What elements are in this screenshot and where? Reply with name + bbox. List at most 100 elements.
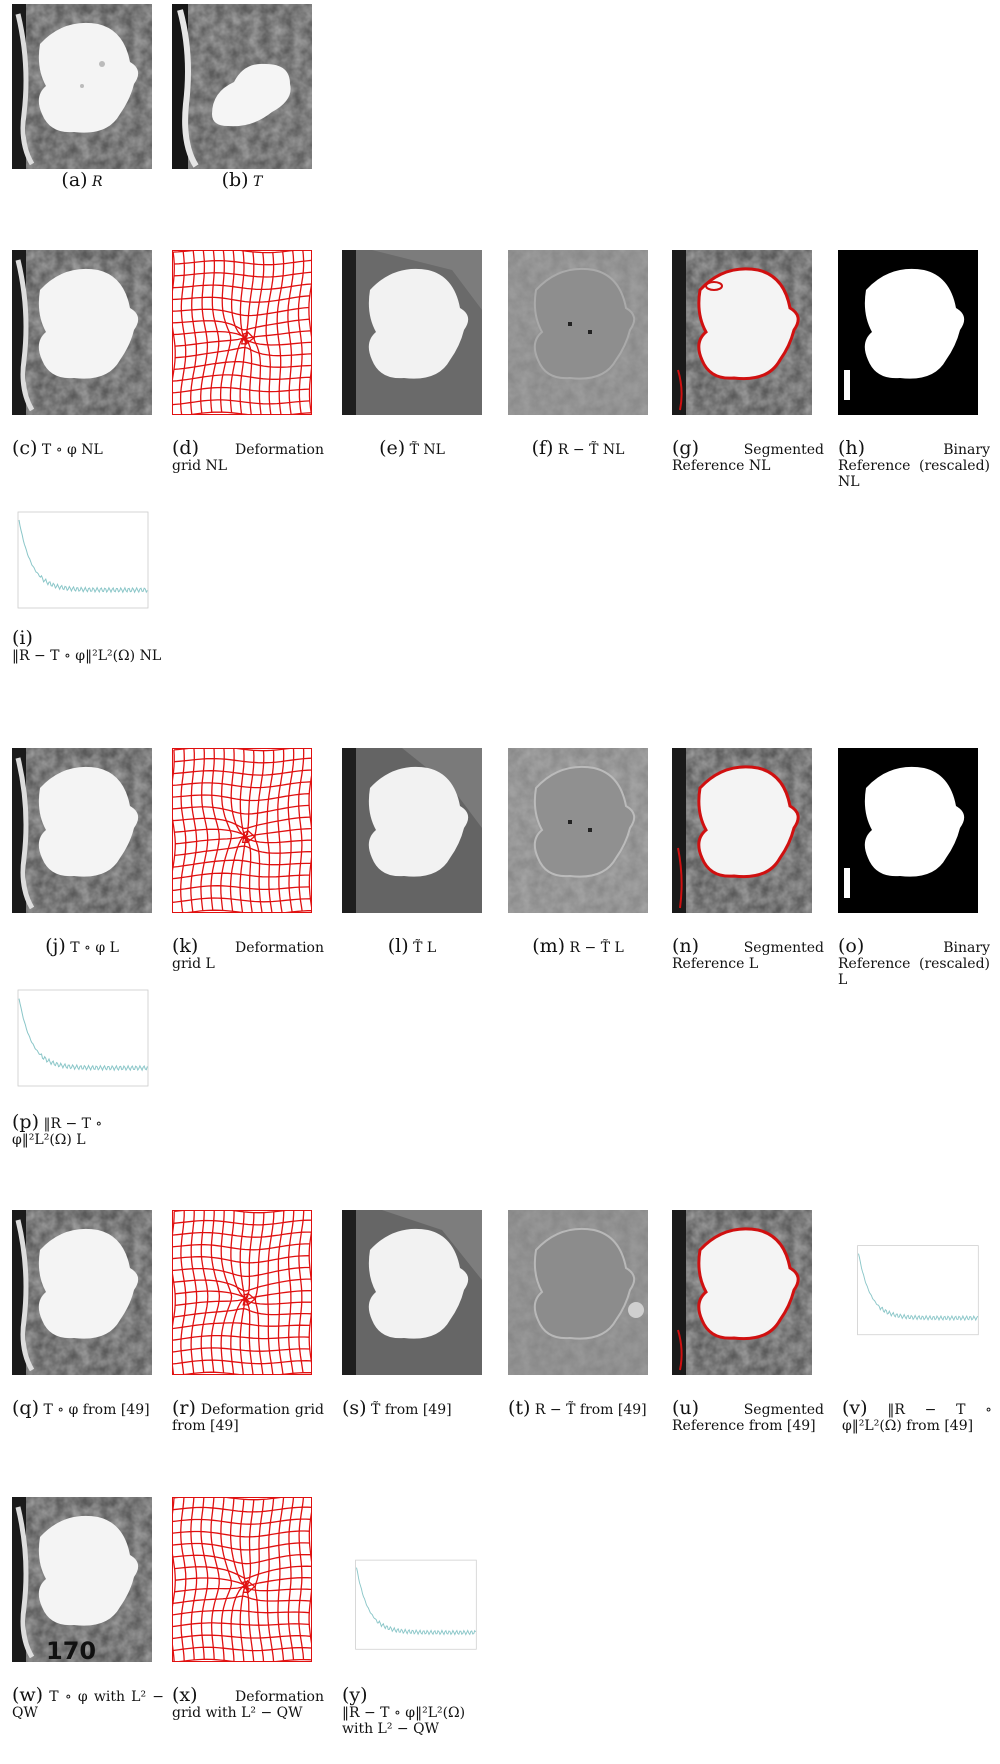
- caption-e: (e) T̃ NL: [379, 437, 445, 459]
- grid-line: [179, 909, 312, 913]
- grid-line: [254, 1499, 265, 1662]
- grid-line: [173, 1308, 312, 1318]
- grid-line: [277, 749, 285, 913]
- segmented-template-image: [342, 250, 482, 415]
- segmented-reference-image: [672, 250, 812, 415]
- grid-line: [276, 251, 285, 415]
- grid-line: [253, 252, 265, 415]
- grid-line: [175, 346, 312, 359]
- grid-line: [287, 1210, 295, 1374]
- grid-line: [308, 768, 312, 911]
- grid-line: [175, 1293, 312, 1307]
- caption-s: (s) T̃ from [49]: [342, 1397, 452, 1419]
- caption-b: (b) T: [221, 169, 263, 191]
- caption-l: (l) T̃ L: [387, 935, 437, 957]
- grid-line: [172, 1595, 311, 1605]
- grid-line: [308, 277, 312, 413]
- grid-line: [254, 750, 265, 913]
- grid-line: [172, 1334, 310, 1341]
- grid-line: [174, 332, 312, 347]
- warped-template-image: [12, 250, 152, 415]
- grid-line: [298, 748, 305, 912]
- grid-line: [287, 250, 295, 415]
- grid-line: [183, 411, 312, 415]
- energy-plot: [12, 988, 152, 1093]
- grid-line: [298, 1210, 305, 1373]
- grid-line: [172, 749, 176, 913]
- grid-line: [172, 885, 310, 892]
- caption-h: (h) Binary Reference (rescaled) NL: [838, 437, 990, 491]
- caption-w: (w) T ∘ φ with L² − QW: [12, 1684, 165, 1722]
- grid-line: [173, 1646, 312, 1652]
- grid-line: [298, 1497, 305, 1660]
- caption-y: (y) ‖R − T ∘ φ‖²L²(Ω) with L² − QW: [342, 1684, 466, 1738]
- mri-reference-image: [12, 4, 152, 169]
- caption-g: (g) Segmented Reference NL: [672, 437, 824, 475]
- grid-line: [308, 1504, 312, 1651]
- grid-line: [174, 1658, 312, 1662]
- grid-line: [174, 1580, 312, 1593]
- grid-line: [173, 330, 311, 345]
- grid-line: [174, 1210, 294, 1214]
- grid-line: [277, 1210, 285, 1375]
- grid-line: [266, 1498, 275, 1662]
- grid-line: [254, 1212, 265, 1375]
- grid-line: [240, 1499, 255, 1662]
- grid-line: [172, 1634, 311, 1640]
- caption-o: (o) Binary Reference (rescaled) L: [838, 935, 990, 989]
- grid-line: [266, 750, 275, 913]
- caption-x: (x) Deformation grid with L² − QW: [172, 1684, 324, 1722]
- grid-line: [175, 1371, 312, 1375]
- caption-c: (c) T ∘ φ NL: [12, 437, 103, 459]
- grid-line: [267, 1211, 275, 1375]
- grid-line: [174, 827, 312, 844]
- grid-line: [173, 361, 312, 371]
- grid-line: [172, 1347, 310, 1353]
- caption-a: (a) R: [61, 169, 103, 191]
- mri-template-image: [172, 4, 312, 169]
- caption-q: (q) T ∘ φ from [49]: [12, 1397, 150, 1419]
- grid-line: [172, 859, 311, 868]
- page-number: 170: [46, 1637, 97, 1665]
- deformation-grid-image: [172, 1210, 312, 1375]
- caption-u: (u) Segmented Reference from [49]: [672, 1397, 824, 1435]
- caption-m: (m) R − T̃ L: [532, 935, 624, 957]
- caption-i: (i) ‖R − T ∘ φ‖²L²(Ω) NL: [12, 627, 162, 665]
- grid-line: [173, 250, 303, 254]
- energy-plot: [12, 510, 152, 615]
- caption-d: (d) Deformation grid NL: [172, 437, 324, 475]
- grid-line: [240, 1212, 255, 1375]
- grid-line: [172, 374, 311, 382]
- caption-k: (k) Deformation grid L: [172, 935, 324, 973]
- caption-n: (n) Segmented Reference L: [672, 935, 824, 973]
- grid-line: [287, 1497, 295, 1660]
- segmented-template-image: [342, 748, 482, 913]
- grid-line: [172, 872, 310, 880]
- warped-template-image: [12, 1497, 152, 1662]
- grid-line: [172, 399, 310, 406]
- grid-line: [172, 386, 310, 394]
- caption-v: (v) ‖R − T ∘ φ‖²L²(Ω) from [49]: [842, 1397, 993, 1435]
- energy-plot: [852, 1240, 982, 1345]
- energy-plot: [350, 1557, 480, 1657]
- caption-t: (t) R − T̃ from [49]: [508, 1397, 647, 1419]
- deformation-grid-image: [172, 748, 312, 913]
- grid-line: [174, 845, 312, 857]
- warped-template-image: [12, 748, 152, 913]
- grid-line: [175, 830, 312, 845]
- grid-line: [308, 1223, 312, 1370]
- energy-curve: [356, 1567, 477, 1636]
- difference-image: [508, 250, 648, 415]
- difference-image: [508, 748, 648, 913]
- energy-curve: [858, 1253, 979, 1322]
- caption-p: (p) ‖R − T ∘ φ‖²L²(Ω) L: [12, 1111, 103, 1149]
- grid-line: [287, 748, 295, 913]
- grid-line: [277, 1497, 285, 1661]
- energy-curve: [18, 998, 148, 1072]
- grid-line: [175, 1577, 312, 1594]
- segmented-template-image: [342, 1210, 482, 1375]
- difference-image: [508, 1210, 648, 1375]
- grid-line: [239, 251, 255, 415]
- deformation-grid-image: [172, 1497, 312, 1662]
- binary-reference-image: [838, 748, 978, 913]
